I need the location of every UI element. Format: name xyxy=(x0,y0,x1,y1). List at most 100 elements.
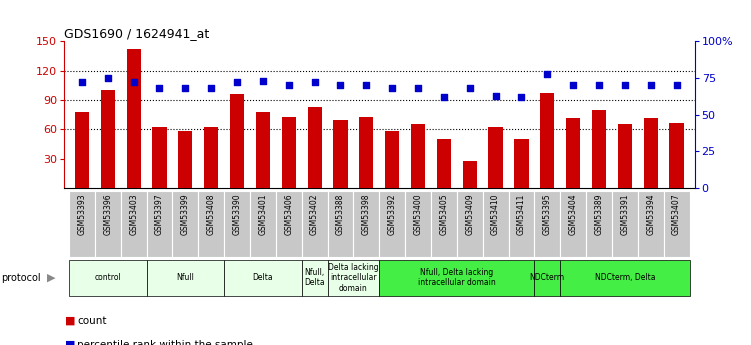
Text: GSM53403: GSM53403 xyxy=(129,194,138,235)
Bar xyxy=(302,259,327,296)
Point xyxy=(515,94,527,100)
Point xyxy=(257,78,269,84)
Text: GSM53388: GSM53388 xyxy=(336,194,345,235)
Bar xyxy=(256,112,270,188)
Bar xyxy=(560,191,586,257)
Point xyxy=(438,94,450,100)
Bar xyxy=(69,191,95,257)
Bar xyxy=(224,191,250,257)
Text: GSM53389: GSM53389 xyxy=(595,194,604,235)
Text: percentile rank within the sample: percentile rank within the sample xyxy=(77,340,253,345)
Text: NDCterm: NDCterm xyxy=(529,273,565,282)
Point xyxy=(463,86,475,91)
Point xyxy=(231,80,243,85)
Text: GSM53397: GSM53397 xyxy=(155,194,164,235)
Point xyxy=(360,82,372,88)
Text: GSM53404: GSM53404 xyxy=(569,194,578,235)
Bar xyxy=(146,259,224,296)
Bar xyxy=(437,139,451,188)
Bar xyxy=(592,110,606,188)
Bar xyxy=(224,259,302,296)
Bar xyxy=(69,259,146,296)
Bar xyxy=(618,125,632,188)
Text: GSM53407: GSM53407 xyxy=(672,194,681,235)
Bar xyxy=(405,191,431,257)
Bar xyxy=(204,127,219,188)
Bar xyxy=(483,191,508,257)
Bar xyxy=(354,191,379,257)
Text: Nfull, Delta lacking
intracellular domain: Nfull, Delta lacking intracellular domai… xyxy=(418,268,496,287)
Text: GSM53390: GSM53390 xyxy=(233,194,242,235)
Text: GSM53401: GSM53401 xyxy=(258,194,267,235)
Text: GSM53400: GSM53400 xyxy=(414,194,423,235)
Bar xyxy=(327,191,354,257)
Bar xyxy=(560,259,689,296)
Bar xyxy=(535,191,560,257)
Bar xyxy=(664,191,689,257)
Bar xyxy=(302,191,327,257)
Text: GSM53394: GSM53394 xyxy=(646,194,655,235)
Bar xyxy=(198,191,224,257)
Bar xyxy=(178,131,192,188)
Bar xyxy=(379,259,535,296)
Bar xyxy=(669,122,683,188)
Bar xyxy=(359,117,373,188)
Point xyxy=(128,80,140,85)
Bar xyxy=(333,120,348,188)
Point xyxy=(205,86,217,91)
Bar xyxy=(508,191,535,257)
Bar xyxy=(379,191,405,257)
Point xyxy=(334,82,346,88)
Text: count: count xyxy=(77,316,107,326)
Bar xyxy=(488,127,502,188)
Point xyxy=(283,82,295,88)
Text: GSM53402: GSM53402 xyxy=(310,194,319,235)
Bar xyxy=(230,94,244,188)
Text: protocol: protocol xyxy=(1,273,41,283)
Text: NDCterm, Delta: NDCterm, Delta xyxy=(595,273,655,282)
Point xyxy=(567,82,579,88)
Bar xyxy=(431,191,457,257)
Bar xyxy=(411,125,425,188)
Text: GSM53408: GSM53408 xyxy=(207,194,216,235)
Bar xyxy=(173,191,198,257)
Text: GSM53405: GSM53405 xyxy=(439,194,448,235)
Text: control: control xyxy=(95,273,121,282)
Text: GSM53391: GSM53391 xyxy=(620,194,629,235)
Text: GSM53409: GSM53409 xyxy=(465,194,474,235)
Bar xyxy=(327,259,379,296)
Text: Delta lacking
intracellular
domain: Delta lacking intracellular domain xyxy=(328,263,379,293)
Point xyxy=(671,82,683,88)
Bar xyxy=(514,139,529,188)
Text: GSM53411: GSM53411 xyxy=(517,194,526,235)
Bar xyxy=(638,191,664,257)
Point xyxy=(153,86,165,91)
Point xyxy=(309,80,321,85)
Bar xyxy=(95,191,121,257)
Text: Delta: Delta xyxy=(252,273,273,282)
Bar xyxy=(146,191,173,257)
Point xyxy=(490,93,502,98)
Point xyxy=(179,86,192,91)
Bar xyxy=(250,191,276,257)
Bar xyxy=(121,191,146,257)
Text: GSM53393: GSM53393 xyxy=(77,194,86,235)
Bar xyxy=(457,191,483,257)
Point xyxy=(76,80,88,85)
Point xyxy=(619,82,631,88)
Point xyxy=(644,82,656,88)
Text: GSM53410: GSM53410 xyxy=(491,194,500,235)
Bar xyxy=(282,117,296,188)
Text: ■: ■ xyxy=(65,316,76,326)
Text: GSM53398: GSM53398 xyxy=(362,194,371,235)
Text: GDS1690 / 1624941_at: GDS1690 / 1624941_at xyxy=(64,27,209,40)
Text: Nfull,
Delta: Nfull, Delta xyxy=(304,268,325,287)
Bar xyxy=(101,90,115,188)
Bar xyxy=(126,49,140,188)
Text: GSM53396: GSM53396 xyxy=(104,194,113,235)
Text: GSM53395: GSM53395 xyxy=(543,194,552,235)
Bar xyxy=(307,107,321,188)
Bar xyxy=(385,131,400,188)
Point xyxy=(102,75,114,81)
Text: ■: ■ xyxy=(65,340,76,345)
